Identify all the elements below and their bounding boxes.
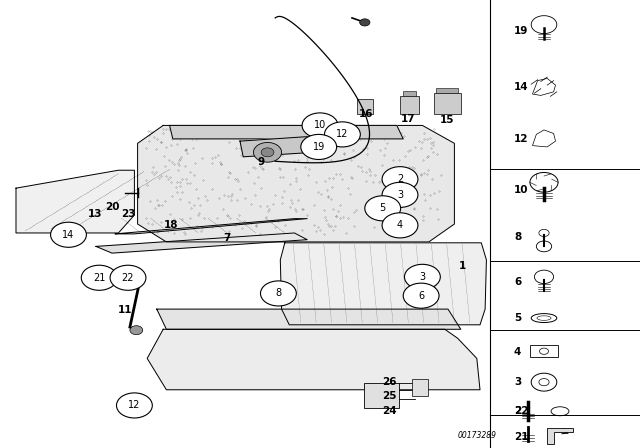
Text: 10: 10: [314, 121, 326, 130]
Text: 9: 9: [257, 157, 265, 167]
Text: 8: 8: [275, 289, 282, 298]
Circle shape: [403, 283, 439, 308]
Text: 19: 19: [514, 26, 528, 36]
Bar: [403, 91, 416, 96]
Text: 3: 3: [397, 190, 403, 200]
Text: 16: 16: [359, 109, 373, 119]
Circle shape: [51, 222, 86, 247]
Circle shape: [382, 213, 418, 238]
Text: 3: 3: [419, 272, 426, 282]
Text: 25: 25: [382, 392, 396, 401]
Text: 8: 8: [514, 233, 521, 242]
Text: 2: 2: [514, 406, 521, 416]
Text: 23: 23: [121, 209, 135, 219]
Circle shape: [365, 196, 401, 221]
Bar: [400, 96, 419, 114]
Circle shape: [110, 265, 146, 290]
Polygon shape: [115, 219, 307, 234]
Polygon shape: [240, 137, 314, 157]
Polygon shape: [147, 329, 480, 390]
Text: 19: 19: [312, 142, 325, 152]
Circle shape: [324, 122, 360, 147]
Text: 00173289: 00173289: [458, 431, 496, 440]
Circle shape: [301, 134, 337, 159]
Text: 14: 14: [62, 230, 75, 240]
Bar: [412, 379, 428, 396]
Text: 22: 22: [514, 406, 529, 416]
Polygon shape: [138, 125, 454, 242]
Circle shape: [81, 265, 117, 290]
Text: 2: 2: [397, 174, 403, 184]
Text: 5: 5: [380, 203, 386, 213]
Circle shape: [253, 142, 282, 162]
Text: 15: 15: [440, 115, 454, 125]
Polygon shape: [16, 170, 134, 233]
Circle shape: [302, 113, 338, 138]
Polygon shape: [170, 125, 403, 139]
Bar: [530, 345, 558, 357]
Text: 12: 12: [128, 401, 141, 410]
Bar: [357, 99, 373, 114]
Text: 10: 10: [514, 185, 529, 195]
Text: 13: 13: [88, 209, 102, 219]
Bar: [434, 93, 461, 114]
Text: 18: 18: [164, 220, 179, 230]
Text: 21: 21: [514, 432, 529, 442]
Polygon shape: [157, 309, 461, 329]
Text: 3: 3: [514, 377, 521, 387]
Text: 14: 14: [514, 82, 529, 92]
Text: 11: 11: [118, 305, 132, 315]
Polygon shape: [96, 233, 307, 253]
Circle shape: [404, 264, 440, 289]
Text: 1: 1: [458, 261, 466, 271]
Circle shape: [129, 277, 138, 283]
Circle shape: [130, 326, 143, 335]
Polygon shape: [280, 243, 486, 325]
Text: 20: 20: [105, 202, 119, 212]
Text: 6: 6: [418, 291, 424, 301]
Text: 22: 22: [122, 273, 134, 283]
Circle shape: [116, 393, 152, 418]
Circle shape: [382, 167, 418, 192]
Text: 5: 5: [514, 313, 521, 323]
Text: 24: 24: [382, 406, 396, 416]
Text: 6: 6: [514, 277, 521, 287]
Text: 21: 21: [93, 273, 106, 283]
Text: 26: 26: [382, 377, 396, 387]
Circle shape: [260, 281, 296, 306]
Polygon shape: [547, 428, 573, 444]
Text: 4: 4: [397, 220, 403, 230]
Circle shape: [360, 19, 370, 26]
Text: 12: 12: [336, 129, 349, 139]
Bar: [436, 88, 458, 93]
Circle shape: [382, 182, 418, 207]
Text: 12: 12: [514, 134, 529, 144]
Text: 7: 7: [223, 233, 231, 243]
Text: 4: 4: [514, 347, 522, 357]
Bar: [364, 383, 399, 408]
Text: 17: 17: [401, 114, 415, 124]
Circle shape: [261, 148, 274, 157]
